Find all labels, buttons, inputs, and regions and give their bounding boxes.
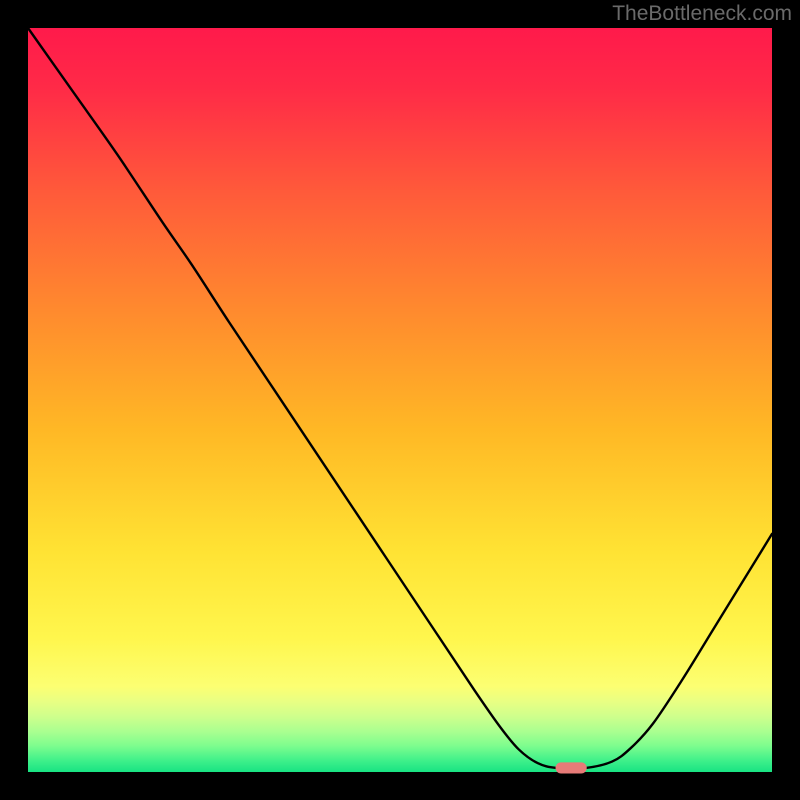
watermark-text: TheBottleneck.com [612, 2, 792, 26]
optimal-marker [555, 762, 586, 773]
chart-container: TheBottleneck.com [0, 0, 800, 800]
plot-gradient-background [28, 28, 772, 772]
bottleneck-chart-svg [0, 0, 800, 800]
